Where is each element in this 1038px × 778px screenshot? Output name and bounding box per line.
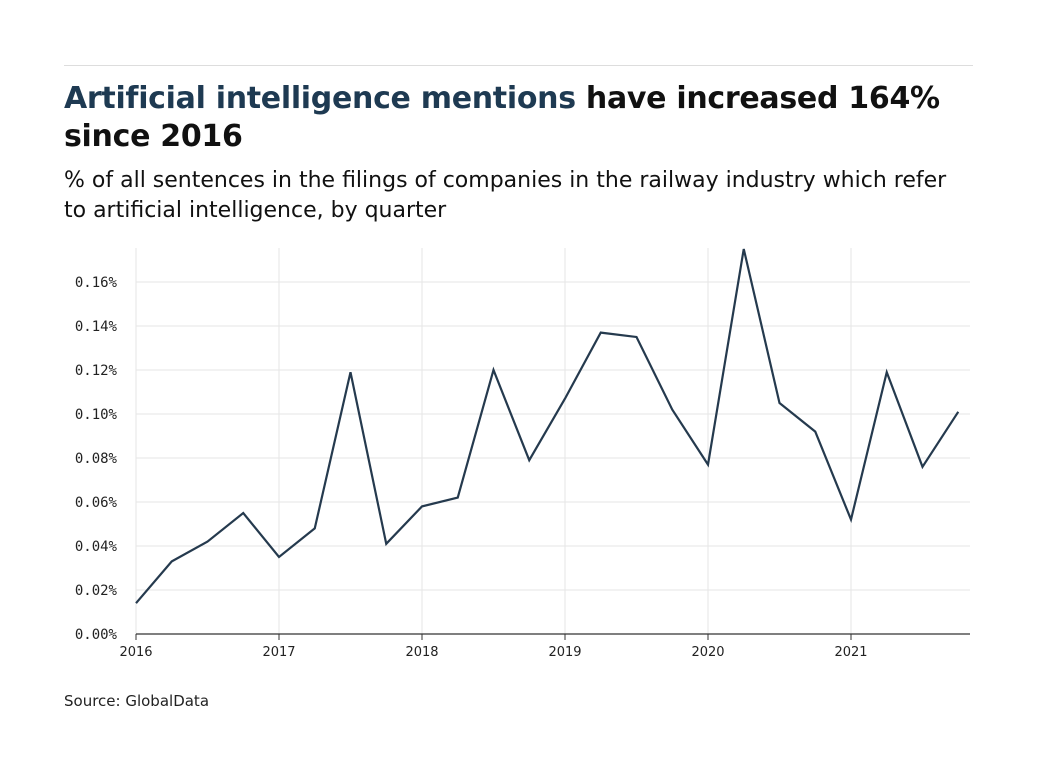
x-tick-label: 2016 (119, 645, 152, 660)
y-tick-label: 0.00% (75, 627, 118, 643)
y-tick-label: 0.04% (75, 539, 118, 555)
x-tick-label: 2019 (548, 645, 581, 660)
x-tick-label: 2020 (691, 645, 724, 660)
series-line (135, 248, 960, 604)
y-tick-label: 0.12% (75, 363, 118, 379)
y-tick-label: 0.14% (75, 319, 118, 335)
y-tick-label: 0.10% (75, 407, 118, 423)
title-highlight: Artificial intelligence mentions (64, 81, 576, 116)
chart-subtitle: % of all sentences in the filings of com… (64, 168, 947, 223)
source-note: Source: GlobalData (64, 692, 210, 710)
chart-title: Artificial intelligence mentions have in… (64, 80, 964, 156)
title-rest: have increased 164% since 2016 (64, 81, 940, 154)
x-tick-label: 2017 (262, 645, 295, 660)
x-tick-label: 2021 (834, 645, 867, 660)
y-tick-label: 0.02% (75, 583, 118, 599)
y-tick-label: 0.06% (75, 495, 118, 511)
y-tick-label: 0.16% (75, 275, 118, 291)
top-rule (64, 65, 973, 66)
x-tick-label: 2018 (405, 645, 438, 660)
y-tick-label: 0.08% (75, 451, 118, 467)
